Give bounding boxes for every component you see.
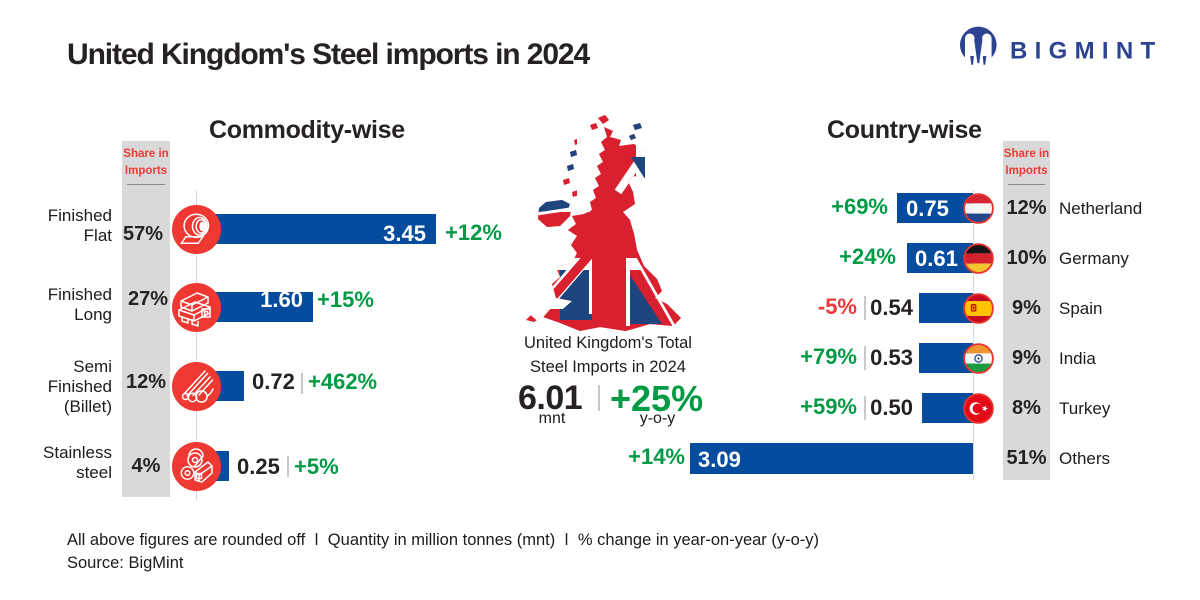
svg-text:BIGMINT: BIGMINT (1010, 38, 1158, 65)
